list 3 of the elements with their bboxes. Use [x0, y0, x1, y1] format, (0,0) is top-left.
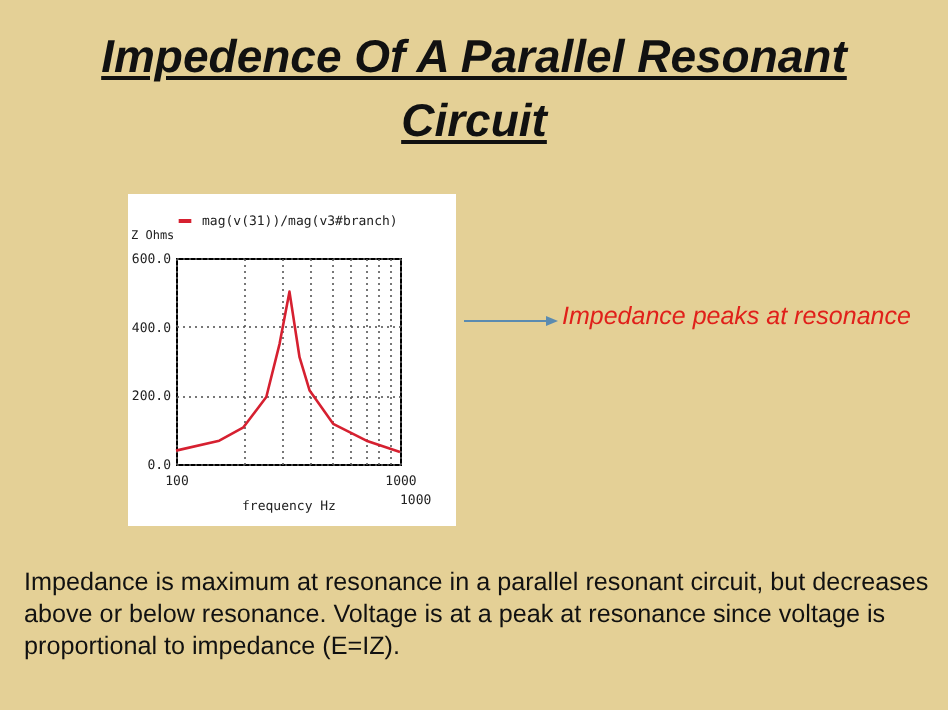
text: Impedance peaks at resonance — [562, 302, 911, 330]
text: Impedance is maximum at resonance in a parallel resonant circuit, but decreases above or below resonance. Voltage is at a peak at resonance since voltage is proportional to impedance (E=IZ). — [24, 566, 931, 662]
chart-title: Impedence Of A Parallel Resonant Circuit — [99, 28, 851, 150]
